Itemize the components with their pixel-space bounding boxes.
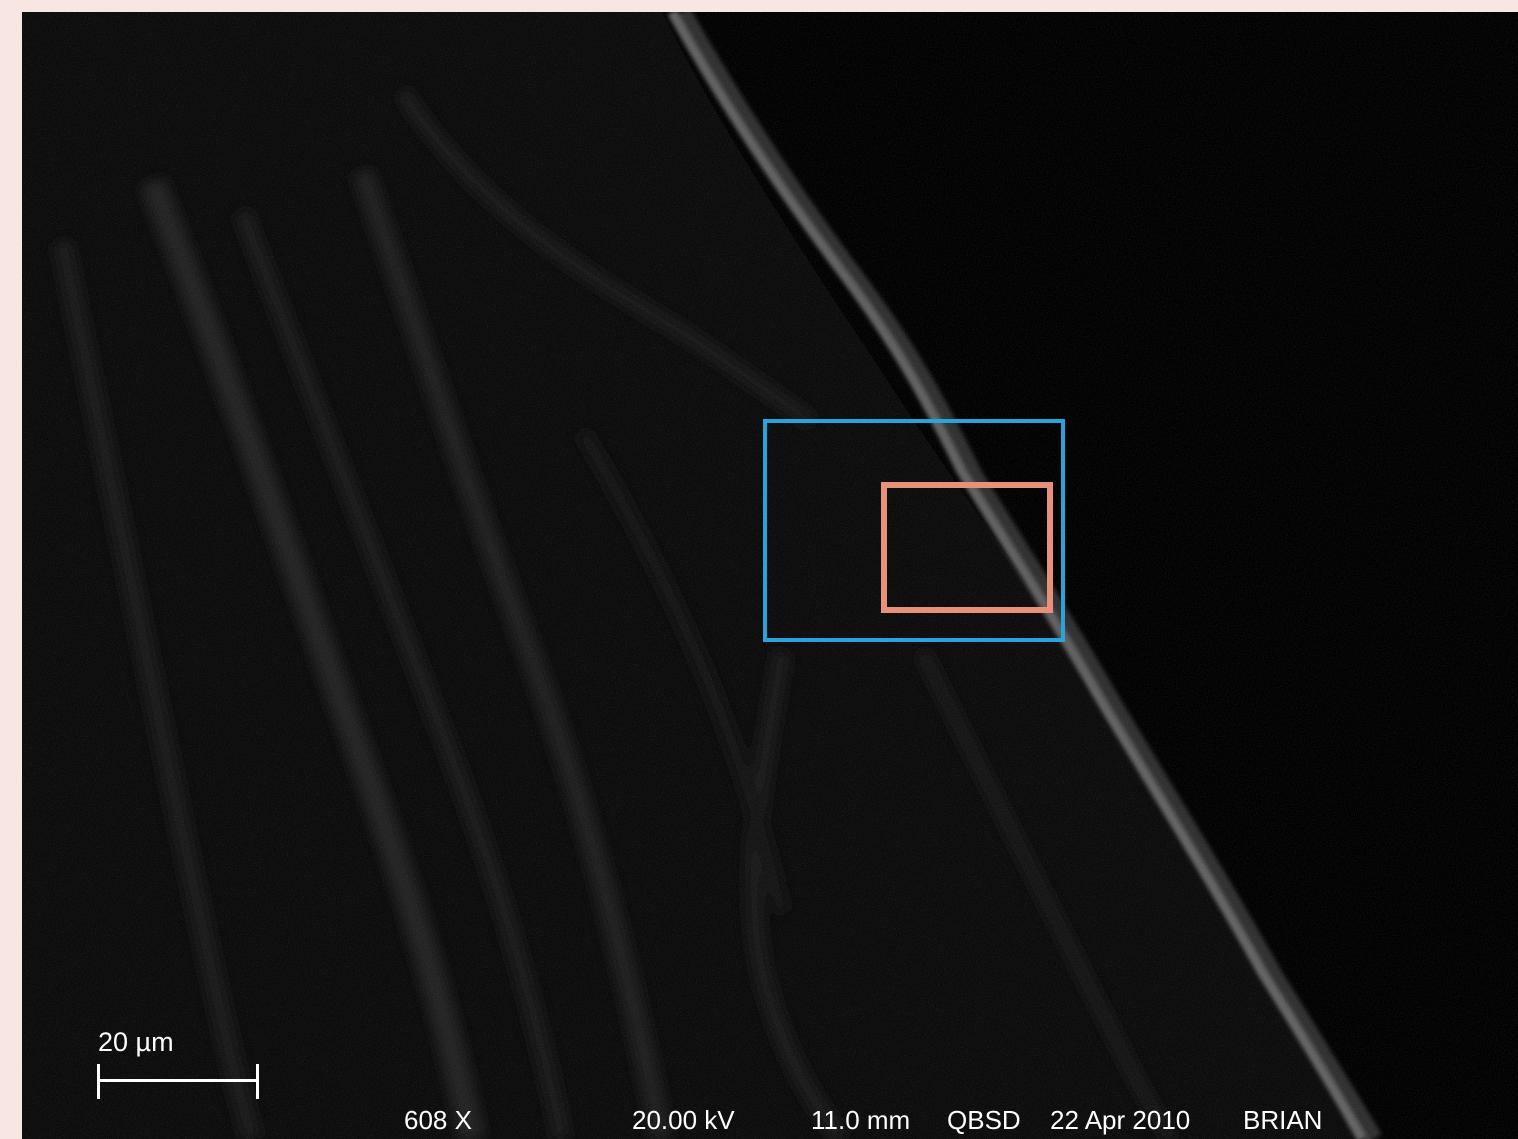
- voltage-label: 20.00 kV: [632, 1105, 735, 1135]
- working-distance-label: 11.0 mm: [811, 1105, 911, 1135]
- roi-outer-box: [763, 419, 1065, 642]
- roi-inner-box: [881, 482, 1053, 613]
- detector-label: QBSD: [947, 1105, 1021, 1135]
- scale-bar-line: [98, 1079, 258, 1082]
- scale-bar-label: 20 µm: [98, 1027, 174, 1057]
- grain-noise: [22, 12, 1518, 1139]
- scale-bar: 20 µm: [96, 1027, 266, 1107]
- date-label: 22 Apr 2010: [1050, 1105, 1191, 1135]
- magnification-label: 608 X: [404, 1105, 472, 1135]
- scale-bar-tick-right: [256, 1064, 259, 1099]
- sem-surface-texture: [22, 12, 1518, 1139]
- operator-label: BRIAN: [1243, 1105, 1323, 1135]
- sem-micrograph: 20 µm 608 X 20.00 kV 11.0 mm QBSD 22 Apr…: [22, 12, 1518, 1139]
